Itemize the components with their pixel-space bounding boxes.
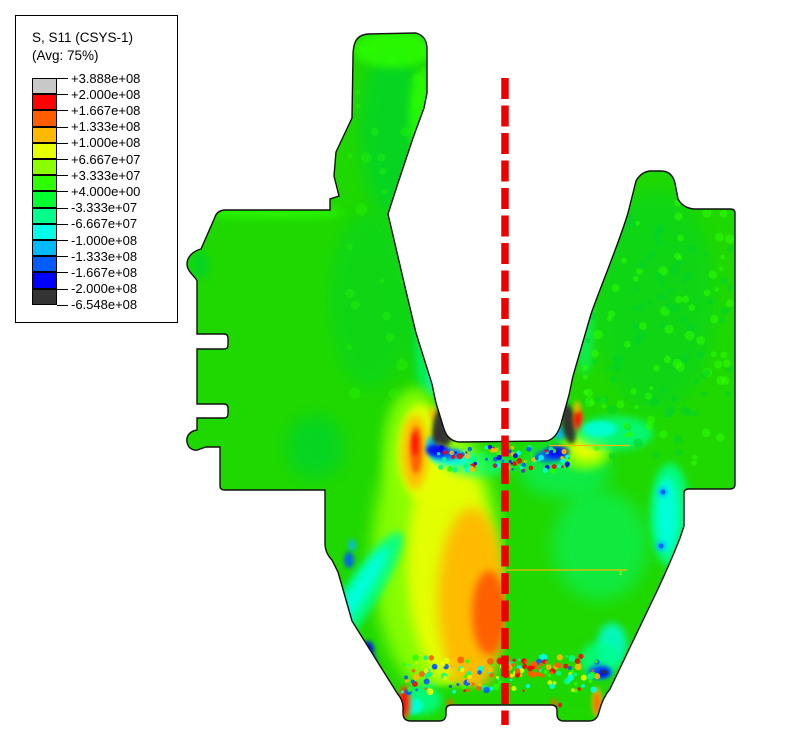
legend-swatch (32, 94, 57, 111)
legend-swatch (32, 207, 57, 224)
legend-swatch (32, 240, 57, 257)
part-outline (186, 32, 736, 722)
legend-swatch (32, 126, 57, 143)
legend-tick-label: -3.333e+07 (71, 200, 138, 216)
legend-tick (57, 272, 68, 274)
legend-tick-label: +3.888e+08 (71, 70, 141, 86)
legend-swatch (32, 142, 57, 159)
legend-tick (57, 126, 68, 128)
legend-swatch (32, 78, 57, 95)
legend-tick (57, 142, 68, 144)
legend-tick (57, 223, 68, 225)
legend-tick (57, 94, 68, 96)
legend-swatch (32, 223, 57, 240)
legend-tick (57, 304, 68, 306)
legend-tick-label: -6.667e+07 (71, 216, 138, 232)
legend-swatch (32, 272, 57, 289)
legend-swatch (32, 191, 57, 208)
legend-swatch (32, 110, 57, 127)
legend-box: S, S11 (CSYS-1) (Avg: 75%) +3.888e+08 +2.… (15, 15, 178, 323)
legend-tick (57, 159, 68, 160)
legend-tick-label: +6.667e+07 (71, 151, 141, 167)
legend-tick (57, 240, 68, 241)
stray-contour-mark: z (619, 570, 623, 577)
contour-artifact-lines: z (506, 444, 630, 577)
legend-tick (57, 78, 68, 79)
legend-swatch (32, 288, 57, 305)
legend-tick (57, 191, 68, 193)
legend-tick (57, 288, 68, 290)
legend-tick-label: -2.000e+08 (71, 281, 138, 297)
legend-title: S, S11 (CSYS-1) (32, 30, 134, 45)
legend-tick (57, 207, 68, 209)
legend-tick (57, 110, 68, 112)
legend-tick-label: +1.000e+08 (71, 135, 141, 151)
contour-noise-speckles (345, 40, 735, 696)
legend-tick-label: +1.333e+08 (71, 119, 141, 135)
legend-tick-label: +4.000e+00 (71, 183, 141, 199)
legend-tick-label: -1.000e+08 (71, 232, 138, 248)
legend-tick-label: +1.667e+08 (71, 102, 141, 118)
legend-tick (57, 175, 68, 177)
legend-tick-label: +2.000e+08 (71, 86, 141, 102)
legend-swatch (32, 256, 57, 273)
legend-tick-label: -1.333e+08 (71, 248, 138, 264)
legend-tick-label: -6.548e+08 (71, 297, 138, 313)
legend-tick-label: +3.333e+07 (71, 167, 141, 183)
legend-subtitle: (Avg: 75%) (32, 48, 99, 63)
legend-tick (57, 256, 68, 258)
legend-swatch (32, 175, 57, 192)
legend-swatch (32, 159, 57, 176)
legend-tick-label: -1.667e+08 (71, 264, 138, 280)
